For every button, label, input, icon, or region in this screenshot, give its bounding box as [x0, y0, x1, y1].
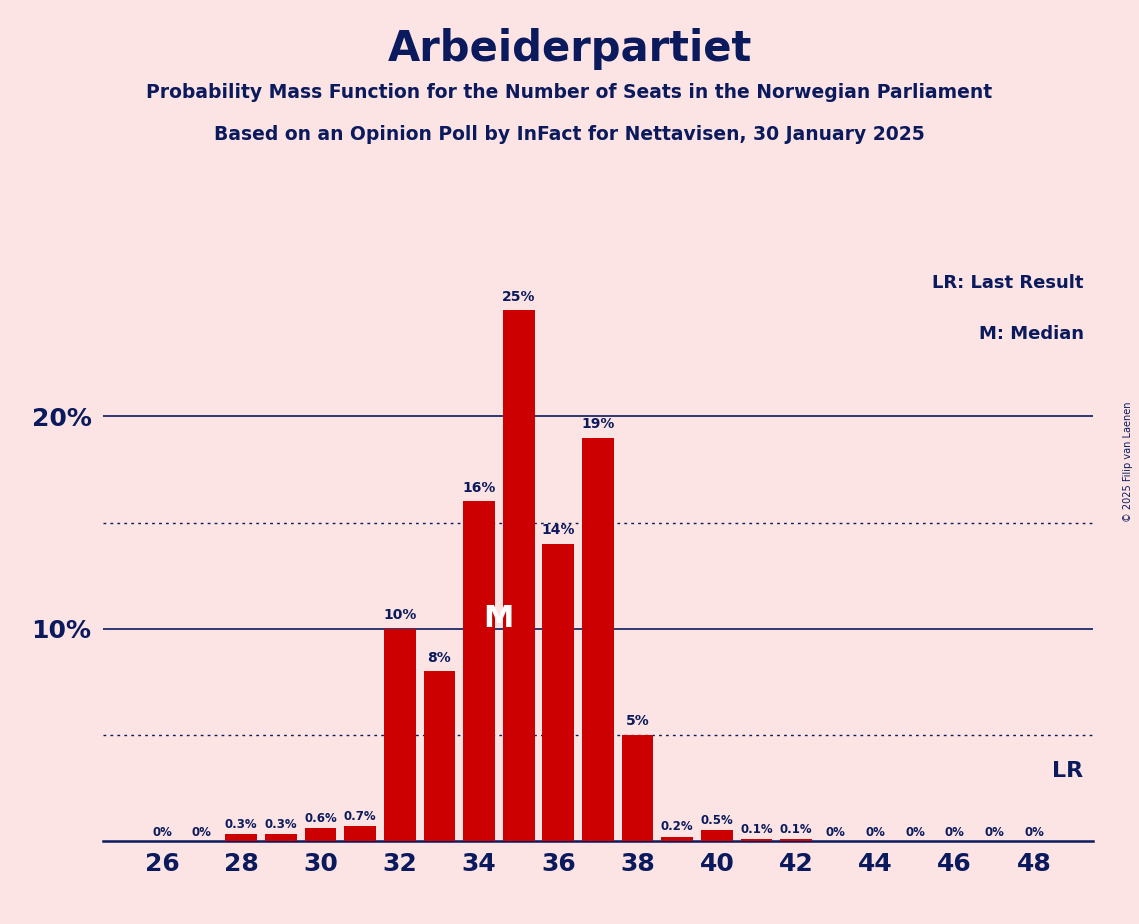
- Bar: [502, 310, 534, 841]
- Text: 25%: 25%: [502, 290, 535, 304]
- Text: 0.1%: 0.1%: [780, 822, 812, 835]
- Text: 0%: 0%: [1024, 826, 1044, 839]
- Bar: [304, 828, 336, 841]
- Text: 16%: 16%: [462, 481, 495, 495]
- Text: 0%: 0%: [151, 826, 172, 839]
- Text: 0.3%: 0.3%: [264, 819, 297, 832]
- Text: 0.7%: 0.7%: [344, 809, 377, 822]
- Bar: [384, 628, 416, 841]
- Text: Based on an Opinion Poll by InFact for Nettavisen, 30 January 2025: Based on an Opinion Poll by InFact for N…: [214, 125, 925, 144]
- Text: 0.2%: 0.2%: [661, 821, 694, 833]
- Text: 0%: 0%: [944, 826, 965, 839]
- Text: 0%: 0%: [984, 826, 1005, 839]
- Bar: [464, 502, 495, 841]
- Text: M: M: [484, 603, 514, 633]
- Text: LR: Last Result: LR: Last Result: [932, 274, 1083, 292]
- Text: © 2025 Filip van Laenen: © 2025 Filip van Laenen: [1123, 402, 1133, 522]
- Bar: [740, 839, 772, 841]
- Text: 0%: 0%: [866, 826, 885, 839]
- Text: LR: LR: [1052, 760, 1083, 781]
- Text: 19%: 19%: [581, 418, 615, 432]
- Text: 8%: 8%: [427, 650, 451, 664]
- Bar: [265, 834, 297, 841]
- Text: 14%: 14%: [541, 523, 575, 538]
- Text: 0.1%: 0.1%: [740, 822, 773, 835]
- Bar: [344, 826, 376, 841]
- Bar: [622, 735, 654, 841]
- Text: 5%: 5%: [625, 714, 649, 728]
- Bar: [700, 831, 732, 841]
- Text: 0%: 0%: [826, 826, 846, 839]
- Bar: [226, 834, 257, 841]
- Bar: [662, 836, 694, 841]
- Text: Probability Mass Function for the Number of Seats in the Norwegian Parliament: Probability Mass Function for the Number…: [147, 83, 992, 103]
- Text: 0.6%: 0.6%: [304, 812, 337, 825]
- Bar: [542, 544, 574, 841]
- Text: Arbeiderpartiet: Arbeiderpartiet: [387, 28, 752, 69]
- Text: 0.5%: 0.5%: [700, 814, 734, 827]
- Text: 10%: 10%: [383, 608, 417, 622]
- Bar: [424, 671, 456, 841]
- Text: M: Median: M: Median: [978, 325, 1083, 343]
- Bar: [780, 839, 812, 841]
- Text: 0%: 0%: [906, 826, 925, 839]
- Text: 0%: 0%: [191, 826, 212, 839]
- Bar: [582, 438, 614, 841]
- Text: 0.3%: 0.3%: [224, 819, 257, 832]
